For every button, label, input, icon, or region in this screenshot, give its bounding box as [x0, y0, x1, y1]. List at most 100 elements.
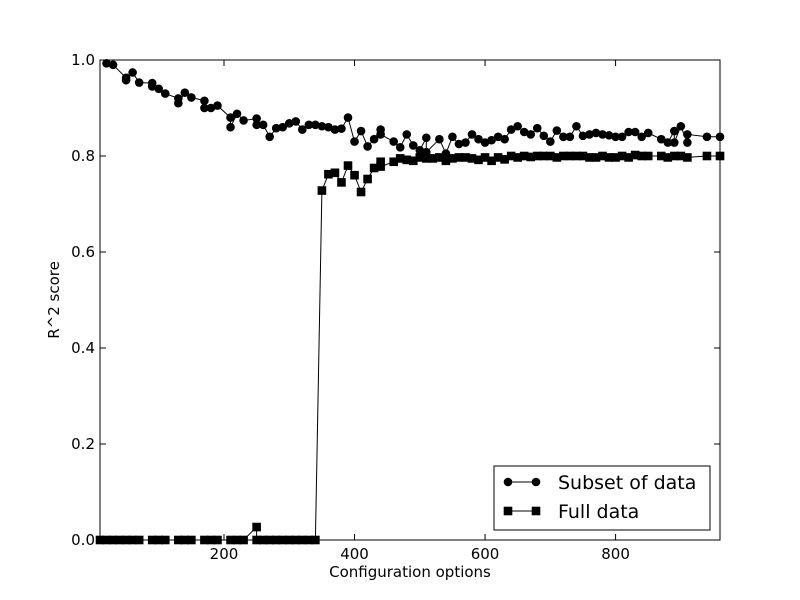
- data-point: [369, 134, 379, 144]
- data-point: [304, 120, 314, 130]
- data-point: [506, 151, 516, 161]
- data-point: [350, 170, 359, 180]
- series-1: [102, 59, 725, 158]
- x-tick-label: 200: [210, 545, 239, 563]
- data-point: [513, 121, 522, 131]
- data-point: [356, 187, 366, 197]
- data-point: [252, 120, 261, 130]
- data-point: [408, 141, 418, 150]
- data-point: [624, 153, 633, 162]
- data-point: [402, 130, 412, 139]
- data-point: [565, 132, 575, 142]
- data-point: [467, 130, 477, 139]
- data-point: [546, 137, 555, 146]
- y-tick-label: 1.0: [71, 51, 95, 69]
- data-point: [506, 125, 516, 134]
- legend-label: Full data: [558, 501, 639, 523]
- data-point: [330, 168, 340, 178]
- data-point: [160, 89, 170, 98]
- data-point: [200, 103, 209, 113]
- data-point: [493, 132, 503, 142]
- data-point: [637, 151, 646, 161]
- data-point: [591, 128, 601, 138]
- data-point: [265, 132, 274, 142]
- data-point: [435, 153, 444, 162]
- data-point: [461, 138, 470, 147]
- data-point: [552, 153, 562, 162]
- data-point: [480, 153, 490, 162]
- data-point: [572, 121, 581, 131]
- legend-label: Subset of data: [558, 472, 696, 494]
- data-point: [670, 126, 679, 136]
- data-point: [532, 151, 542, 161]
- data-point: [395, 143, 405, 152]
- data-point: [493, 153, 503, 162]
- data-point: [284, 119, 294, 128]
- data-point: [428, 154, 438, 163]
- data-point: [363, 142, 372, 151]
- data-point: [376, 162, 385, 171]
- data-point: [337, 178, 346, 187]
- data-point: [258, 120, 268, 130]
- data-point: [134, 78, 144, 87]
- x-tick-label: 600: [471, 545, 500, 563]
- data-point: [630, 127, 640, 137]
- data-point: [578, 151, 588, 161]
- legend: Subset of data Full data: [493, 465, 711, 531]
- data-point: [643, 128, 653, 138]
- data-point: [441, 149, 451, 158]
- x-tick-label: 800: [601, 545, 630, 563]
- data-point: [324, 169, 333, 179]
- legend-entry: Subset of data: [503, 472, 696, 494]
- data-point: [598, 151, 607, 161]
- data-point: [128, 68, 137, 77]
- data-point: [121, 75, 131, 85]
- data-point: [617, 151, 627, 161]
- data-point: [324, 122, 333, 132]
- data-point: [637, 132, 646, 142]
- data-point: [467, 154, 477, 163]
- data-point: [676, 121, 686, 131]
- y-tick-label: 0.2: [71, 435, 95, 453]
- axis-ticks: 200 400 600 800 0.0 0.2 0.4 0.6 0.8 1.0: [71, 51, 720, 563]
- data-point: [526, 152, 536, 162]
- legend-marker: [503, 477, 513, 487]
- data-point: [252, 522, 261, 532]
- data-point: [663, 138, 673, 147]
- y-axis-label: R^2 score: [45, 261, 63, 339]
- data-point: [350, 137, 359, 146]
- data-point: [519, 127, 529, 137]
- data-point: [180, 88, 190, 97]
- legend-box: [493, 465, 711, 531]
- data-point: [376, 130, 385, 139]
- data-point: [363, 174, 372, 184]
- data-point: [683, 138, 692, 147]
- data-point: [317, 186, 327, 195]
- data-point: [552, 126, 562, 135]
- data-point: [676, 151, 686, 161]
- data-point: [683, 130, 692, 139]
- axes-frame: [99, 59, 721, 541]
- data-point: [226, 113, 235, 122]
- data-point: [474, 155, 483, 165]
- data-point: [389, 137, 398, 146]
- data-point: [330, 125, 340, 134]
- data-point: [206, 103, 216, 113]
- data-point: [487, 135, 496, 145]
- data-point: [200, 96, 209, 106]
- data-point: [585, 130, 594, 139]
- data-point: [422, 133, 431, 143]
- data-point: [604, 153, 614, 162]
- data-point: [174, 98, 183, 108]
- data-point: [656, 134, 666, 144]
- data-point: [526, 130, 536, 139]
- data-point: [435, 134, 444, 144]
- data-point: [454, 153, 464, 162]
- data-point: [617, 132, 627, 142]
- data-point: [480, 138, 490, 147]
- data-point: [408, 156, 418, 166]
- data-point: [611, 153, 620, 162]
- data-point: [415, 145, 425, 155]
- data-point: [271, 123, 281, 133]
- data-point: [389, 157, 398, 167]
